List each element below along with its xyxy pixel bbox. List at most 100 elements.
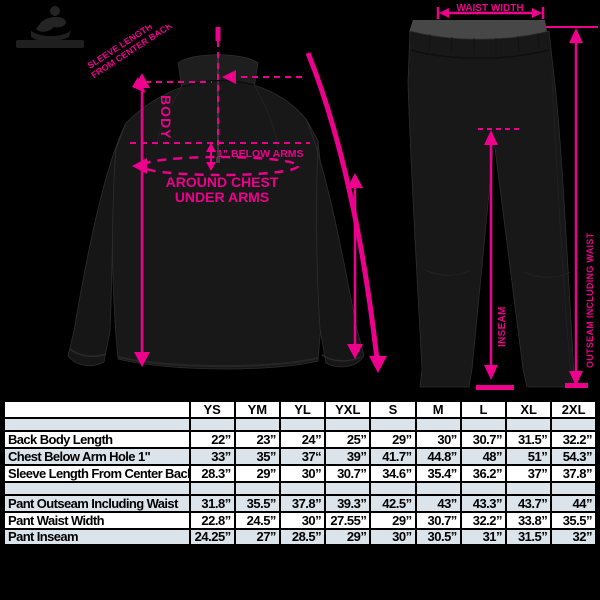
measurement-row: Sleeve Length From Center Back 28.3” 29” 30…	[2, 463, 598, 483]
size-column-header: 2XL	[550, 399, 598, 419]
size-value: 28.5”	[278, 527, 327, 547]
around-chest-label-2: UNDER ARMS	[175, 189, 269, 205]
size-value: 30.7”	[324, 463, 372, 483]
spacer-cell	[550, 480, 598, 496]
size-value: 39”	[324, 446, 372, 466]
size-value: 30.7”	[459, 429, 508, 449]
spacer-cell	[369, 416, 417, 432]
measurement-row: Chest Below Arm Hole 1" 33” 35” 37“ 39” 41.7”…	[2, 446, 598, 466]
size-value: 39.3”	[324, 493, 372, 513]
size-value: 35.5”	[550, 510, 598, 530]
spacer-cell	[505, 416, 553, 432]
size-value: 48”	[459, 446, 508, 466]
spacer-cell	[278, 480, 327, 496]
arrowhead-left-icon	[222, 70, 236, 84]
corner-cell	[2, 399, 191, 419]
size-column-header: YXL	[324, 399, 372, 419]
measurement-row: Pant Inseam 24.25” 27” 28.5” 29” 30” 30.5” 31” 3…	[2, 527, 598, 547]
size-table: YS YM YL YXL S M L XL 2XL Back Body Length 22” 23” 2…	[2, 399, 598, 547]
spacer-cell	[324, 480, 372, 496]
size-column-header: S	[369, 399, 417, 419]
spacer-cell	[550, 416, 598, 432]
spacer-cell	[278, 416, 327, 432]
size-value: 42.5”	[369, 493, 417, 513]
size-value: 37“	[278, 446, 327, 466]
center-back-tick	[215, 27, 221, 41]
size-value: 30”	[369, 527, 417, 547]
spacer-cell	[2, 416, 191, 432]
size-value: 35”	[233, 446, 281, 466]
spacer-cell	[414, 416, 462, 432]
spacer-cell	[324, 416, 372, 432]
spacer-cell	[369, 480, 417, 496]
size-value: 43”	[414, 493, 462, 513]
measurement-row: Back Body Length 22” 23” 24” 25” 29” 30” 30.7” 3…	[2, 429, 598, 449]
inseam-label: INSEAM	[497, 306, 508, 347]
measurement-row: Pant Outseam Including Waist 31.8” 35.5” 37…	[2, 493, 598, 513]
size-value: 33.8”	[505, 510, 553, 530]
spacer-cell	[233, 480, 281, 496]
size-value: 32”	[550, 527, 598, 547]
size-table-header-row: YS YM YL YXL S M L XL 2XL	[2, 399, 598, 419]
size-value: 24.25”	[188, 527, 236, 547]
size-value: 29”	[324, 527, 372, 547]
size-value: 27.55”	[324, 510, 372, 530]
size-value: 41.7”	[369, 446, 417, 466]
size-value: 30.7”	[414, 510, 462, 530]
size-value: 30”	[278, 463, 327, 483]
outseam-label: OUTSEAM INCLUDING WAIST	[585, 232, 595, 368]
size-value: 37”	[505, 463, 553, 483]
spacer-cell	[459, 480, 508, 496]
spacer-cell	[2, 480, 191, 496]
size-value: 32.2”	[550, 429, 598, 449]
size-value: 51”	[505, 446, 553, 466]
size-column-header: YS	[188, 399, 236, 419]
spacer-row	[2, 416, 598, 432]
spacer-cell	[414, 480, 462, 496]
size-value: 43.3”	[459, 493, 508, 513]
size-value: 35.4”	[414, 463, 462, 483]
waist-width-label: WAIST WIDTH	[456, 3, 523, 14]
chest-ellipse	[140, 155, 300, 177]
size-column-header: M	[414, 399, 462, 419]
size-value: 28.3”	[188, 463, 236, 483]
size-value: 24”	[278, 429, 327, 449]
body-length-arrow	[134, 73, 150, 367]
around-chest-label-1: AROUND CHEST	[166, 174, 279, 190]
arrowhead-down-icon	[369, 356, 387, 373]
size-value: 31.5”	[505, 527, 553, 547]
size-value: 30.5”	[414, 527, 462, 547]
spacer-cell	[188, 416, 236, 432]
size-value: 27”	[233, 527, 281, 547]
size-value: 36.2”	[459, 463, 508, 483]
size-column-header: XL	[505, 399, 553, 419]
size-value: 29”	[369, 510, 417, 530]
size-column-header: YL	[278, 399, 327, 419]
row-label: Chest Below Arm Hole 1"	[2, 446, 191, 466]
jacket-side-measure-arrow	[347, 173, 363, 359]
inseam-arrow	[476, 130, 514, 390]
spacer-cell	[505, 480, 553, 496]
jacket-silhouette	[67, 54, 365, 370]
size-column-header: L	[459, 399, 508, 419]
spacer-cell	[233, 416, 281, 432]
waist-width-arrow	[436, 7, 545, 19]
size-column-header: YM	[233, 399, 281, 419]
row-label: Back Body Length	[2, 429, 191, 449]
size-value: 37.8”	[550, 463, 598, 483]
jacket-diagram: SLEEVE LENGTH FROM CENTER BACK BODY 1” B…	[67, 25, 387, 373]
sleeve-length-label: SLEEVE LENGTH FROM CENTER BACK	[86, 25, 175, 80]
zipper-pull	[216, 157, 220, 163]
arrowhead-left-icon	[132, 158, 147, 174]
size-value: 31.8”	[188, 493, 236, 513]
size-value: 54.3”	[550, 446, 598, 466]
row-label: Pant Waist Width	[2, 510, 191, 530]
size-value: 25”	[324, 429, 372, 449]
size-value: 30”	[278, 510, 327, 530]
size-value: 24.5”	[233, 510, 281, 530]
row-label: Pant Outseam Including Waist	[2, 493, 191, 513]
spacer-cell	[188, 480, 236, 496]
size-value: 32.2”	[459, 510, 508, 530]
size-value: 44.8”	[414, 446, 462, 466]
